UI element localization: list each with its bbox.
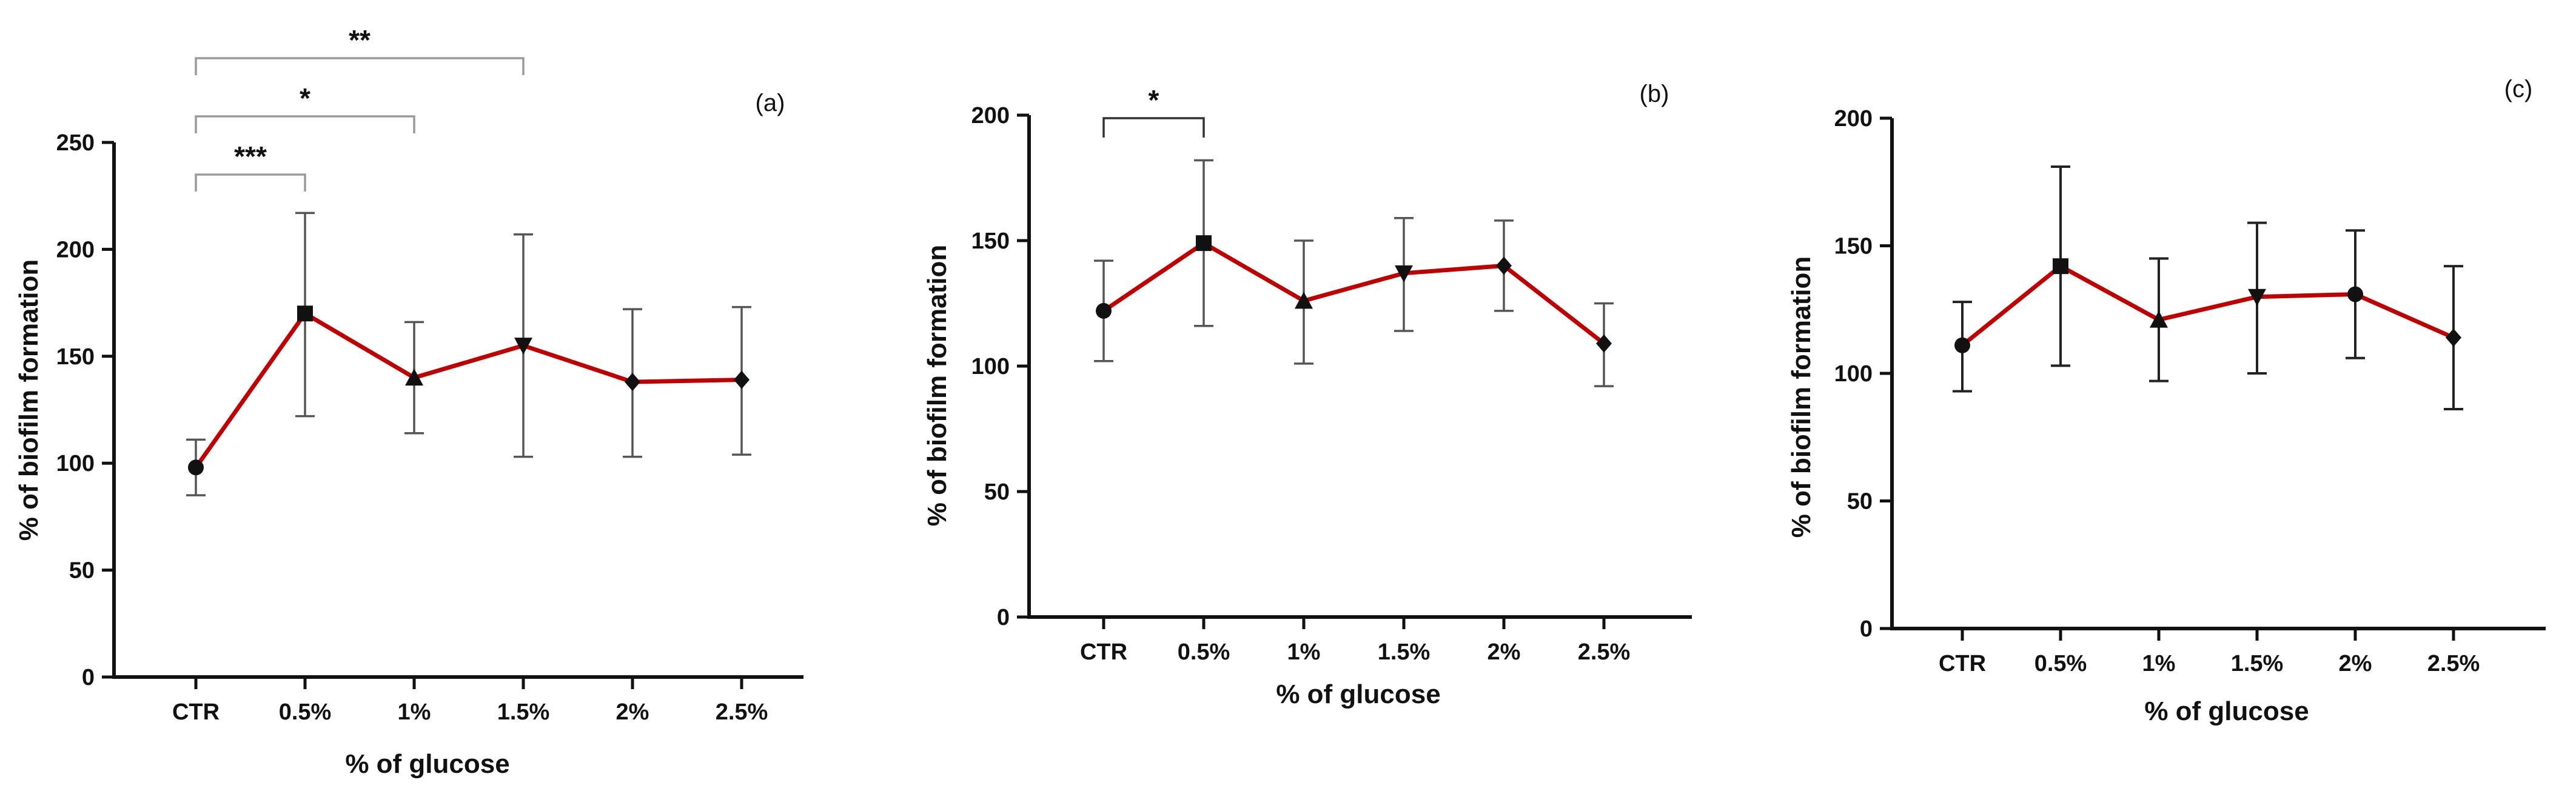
panel-c-x-tick-label: 2.5% — [2427, 651, 2480, 676]
panel-a-significance-bracket — [195, 173, 306, 192]
panel-a-x-ticks: CTR 0.5% 1% 1.5% 2% 2.5% — [172, 677, 768, 725]
panel-c-markers — [1954, 258, 2461, 353]
panel-b-data-point — [1295, 292, 1313, 309]
panel-b-y-tick-label: 50 — [984, 479, 1010, 505]
panel-a-y-tick-label: 0 — [82, 665, 95, 690]
panel-b-x-tick-label: 2.5% — [1578, 639, 1631, 665]
panel-a-x-tick-label: 0.5% — [279, 699, 332, 725]
panel-a-error-bars — [186, 212, 751, 496]
panel-b-y-tick-label: 200 — [971, 103, 1010, 128]
panel-b: (b) * % of biofilm formation % of glucos… — [922, 81, 1692, 709]
panel-b-significance: * — [1102, 84, 1205, 138]
panel-a-data-point — [734, 370, 750, 389]
panel-b-x-tick-label: 1% — [1287, 639, 1321, 665]
panel-a-y-tick-label: 250 — [56, 130, 95, 156]
panel-c-error-bars — [1953, 165, 2463, 410]
panel-c-y-tick-label: 100 — [1834, 361, 1873, 387]
panel-b-x-ticks: CTR 0.5% 1% 1.5% 2% 2.5% — [1080, 617, 1630, 665]
panel-c-x-tick-label: 0.5% — [2034, 651, 2087, 676]
panel-c-data-point — [2053, 258, 2068, 275]
panel-c-x-tick-label: 2% — [2339, 651, 2372, 676]
panel-a-axes — [112, 142, 803, 679]
panel-b-y-ticks: 0 50 100 150 200 — [971, 103, 1029, 630]
panel-c-data-point — [1954, 337, 1970, 353]
panel-c-y-tick-label: 200 — [1834, 106, 1873, 132]
panel-a-markers — [188, 305, 750, 476]
panel-b-series — [1102, 241, 1606, 345]
panel-c-data-point — [2248, 289, 2266, 306]
panel-c-data-point — [2347, 286, 2363, 302]
panel-b-significance-bracket — [1102, 117, 1205, 138]
panel-b-y-tick-label: 150 — [971, 229, 1010, 254]
panel-a-x-tick-label: 1.5% — [497, 699, 550, 725]
panel-c-series-line — [1961, 264, 2455, 347]
panel-a-y-ticks: 0 50 100 150 200 250 — [56, 130, 114, 690]
panel-b-data-point — [1096, 302, 1112, 319]
panel-b-markers — [1096, 235, 1612, 353]
panel-a-significance-label: * — [300, 82, 310, 114]
panel-a-y-tick-label: 100 — [56, 451, 95, 476]
panel-a-significance: ****** — [195, 24, 525, 192]
panel-c-y-tick-label: 50 — [1847, 489, 1873, 515]
panel-c-data-point — [2150, 310, 2168, 328]
panel-a-y-tick-label: 200 — [56, 237, 95, 262]
panel-b-data-point — [1596, 334, 1612, 353]
panel-c-xlabel: % of glucose — [2144, 696, 2309, 726]
panel-a-series-line — [194, 311, 742, 469]
panel-b-x-tick-label: 2% — [1488, 639, 1521, 665]
panel-b-axes — [1027, 115, 1692, 619]
panel-b-ylabel: % of biofilm formation — [922, 245, 952, 526]
panel-c-x-tick-label: CTR — [1939, 651, 1986, 676]
panel-c-label: (c) — [2504, 76, 2533, 102]
panel-c-y-ticks: 0 50 100 150 200 — [1834, 106, 1892, 642]
panel-b-significance-label: * — [1149, 84, 1159, 116]
panel-a-x-tick-label: 1% — [398, 699, 431, 725]
panel-c-axes — [1890, 118, 2546, 630]
panel-c-series — [1961, 264, 2455, 347]
panel-a-data-point — [405, 369, 423, 386]
panel-c-x-tick-label: 1.5% — [2231, 651, 2284, 676]
panel-a-xlabel: % of glucose — [345, 749, 509, 779]
panel-a-significance-bracket — [195, 115, 415, 133]
panel-c-y-tick-label: 150 — [1834, 234, 1873, 259]
panel-a-label: (a) — [756, 90, 785, 116]
panel-a-ylabel: % of biofilm formation — [14, 259, 44, 541]
panel-b-label: (b) — [1640, 81, 1669, 107]
panel-c-y-tick-label: 0 — [1860, 616, 1873, 642]
panel-b-x-tick-label: 0.5% — [1178, 639, 1230, 665]
panel-c-data-point — [2446, 329, 2461, 347]
panel-a-y-tick-label: 150 — [56, 344, 95, 370]
panel-a-significance-bracket — [195, 57, 525, 75]
panel-a-data-point — [625, 373, 640, 392]
panel-c-x-ticks: CTR 0.5% 1% 1.5% 2% 2.5% — [1939, 629, 2480, 676]
panel-b-series-line — [1102, 241, 1606, 345]
panel-b-y-tick-label: 0 — [997, 605, 1010, 630]
panel-c-x-tick-label: 1% — [2142, 651, 2176, 676]
panel-a-data-point — [514, 338, 532, 355]
panel-b-data-point — [1196, 235, 1212, 252]
panel-a-y-tick-label: 50 — [69, 558, 95, 584]
panel-b-data-point — [1496, 256, 1512, 275]
panel-a-significance-label: *** — [234, 141, 267, 172]
panel-a-x-tick-label: CTR — [172, 699, 220, 725]
panel-b-y-tick-label: 100 — [971, 354, 1010, 379]
panel-b-error-bars — [1094, 159, 1614, 387]
panel-a-data-point — [188, 459, 204, 476]
panel-b-x-tick-label: 1.5% — [1378, 639, 1431, 665]
panel-a-x-tick-label: 2% — [616, 699, 649, 725]
panel-a-data-point — [297, 305, 313, 322]
panel-b-xlabel: % of glucose — [1276, 679, 1440, 709]
panel-b-data-point — [1395, 265, 1413, 282]
panel-a-x-tick-label: 2.5% — [716, 699, 768, 725]
panel-a-significance-label: ** — [349, 24, 371, 56]
panel-a-series — [194, 311, 742, 469]
panel-c: (c) % of biofilm formation % of glucose … — [1786, 76, 2546, 726]
panel-b-x-tick-label: CTR — [1080, 639, 1127, 665]
panel-a: (a) ****** % of biofilm formation % of g… — [14, 24, 803, 779]
panel-c-ylabel: % of biofilm formation — [1786, 256, 1816, 538]
